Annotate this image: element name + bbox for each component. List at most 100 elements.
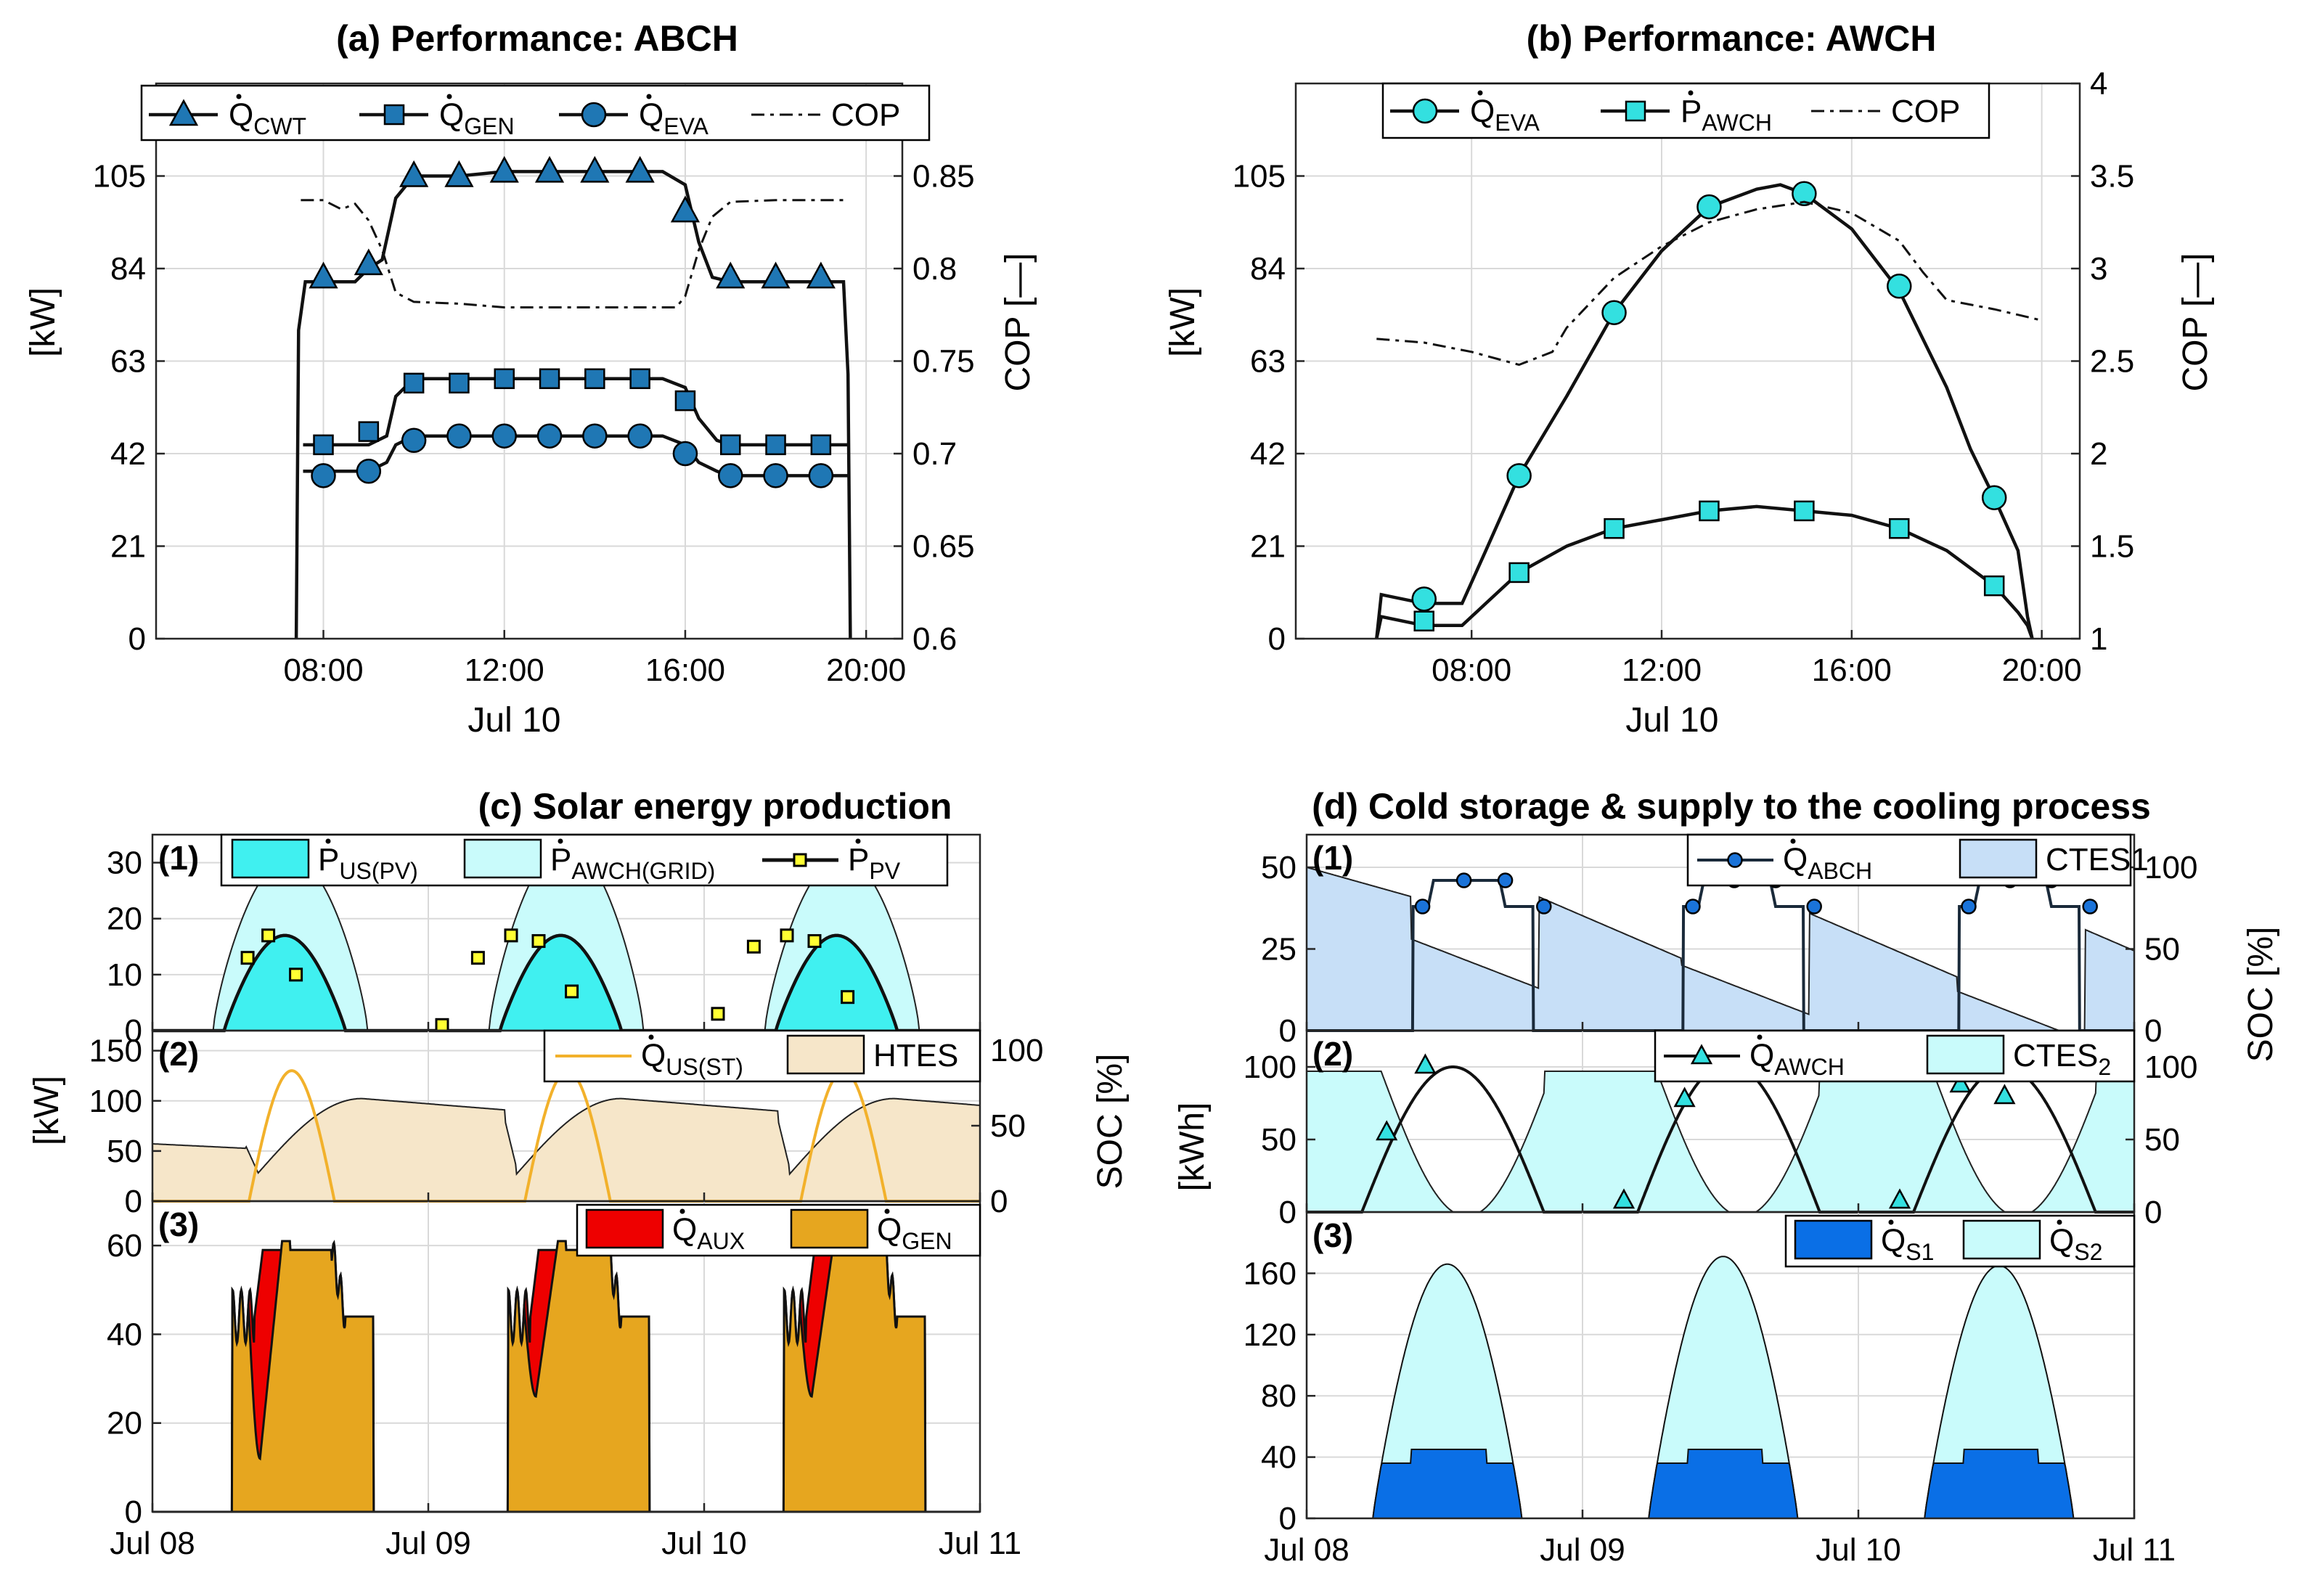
- area-P_US_PV: [152, 935, 980, 1031]
- legend-dot: [648, 1034, 654, 1040]
- series-Q_GEN: [303, 368, 849, 456]
- data-marker: [309, 261, 338, 289]
- subplot-d3: 0 40 80 120 160 Jul 08 Jul 09 Jul 10 Jul 11 (3) QS…: [1244, 1211, 2176, 1568]
- data-marker: [808, 463, 834, 488]
- data-marker: [1983, 575, 2005, 597]
- data-marker: [444, 160, 474, 187]
- legend-dot: [236, 94, 242, 99]
- panel-title-b: (b) Performance: AWCH: [1527, 18, 1937, 59]
- line-P_PV: [152, 933, 980, 1033]
- abch-marker: [1685, 899, 1701, 914]
- legend-patch: [231, 838, 310, 879]
- series-Q_CWT: [294, 155, 852, 639]
- legend-marker: [1412, 98, 1438, 124]
- legend-label: QEVA: [639, 97, 709, 139]
- legend-marker: [793, 853, 807, 867]
- y-tick-label: 105: [93, 159, 146, 195]
- data-marker: [672, 441, 698, 467]
- data-marker: [765, 434, 786, 456]
- data-marker: [1413, 610, 1434, 631]
- series-line: [1375, 183, 2034, 639]
- data-marker: [629, 368, 650, 390]
- y2-tick-label: 3.5: [2090, 159, 2134, 195]
- grid-lines: [156, 83, 902, 639]
- subplot-c2: 0 50 100 150 0 50 100 (2) QUS(ST) HTES: [89, 1029, 1043, 1219]
- legend-patch: [463, 838, 542, 879]
- y-tick-label: 60: [107, 1228, 142, 1264]
- y2-axis-label: SOC [%]: [1091, 1054, 1130, 1190]
- legend-dot: [884, 1208, 890, 1214]
- x-tick-label: 20:00: [2002, 652, 2082, 688]
- legend-a: QCWT QGEN QEVA COP: [140, 84, 931, 142]
- subplot-label: (1): [158, 839, 199, 877]
- pv-marker: [746, 939, 761, 954]
- panel-c: 0 10 20 30 (1) PUS(PV) PAWCH(GRID) PPV 0 50 100 150…: [28, 833, 1130, 1561]
- x-tick-label: Jul 09: [385, 1526, 470, 1561]
- y2-tick-label: 50: [2144, 932, 2180, 967]
- x-tick-label: 08:00: [1432, 652, 1511, 688]
- pv-marker: [565, 984, 579, 999]
- data-marker: [1696, 194, 1722, 220]
- data-marker: [674, 390, 696, 412]
- subplot-c1: 0 10 20 30 (1) PUS(PV) PAWCH(GRID) PPV: [107, 833, 981, 1049]
- data-marker: [670, 195, 701, 223]
- data-marker: [580, 155, 610, 183]
- data-marker: [717, 463, 743, 488]
- y2-tick-label: 0: [990, 1184, 1008, 1219]
- data-marker: [1981, 485, 2007, 510]
- subplot-label: (3): [1312, 1216, 1353, 1254]
- legend-label: PAWCH: [1681, 94, 1772, 136]
- awch-marker: [1673, 1086, 1696, 1108]
- legend-dot: [646, 94, 652, 99]
- data-marker: [1699, 500, 1720, 522]
- legend-label: QUS(ST): [641, 1038, 743, 1080]
- data-marker: [1508, 562, 1530, 584]
- awch-marker: [1888, 1188, 1911, 1209]
- x-axis-label: Jul 10: [1625, 701, 1718, 740]
- y-tick-label: 120: [1244, 1317, 1296, 1353]
- x-tick-label: Jul 08: [1264, 1532, 1349, 1568]
- data-marker: [358, 421, 380, 442]
- series-line: [1376, 200, 2042, 367]
- pv-marker: [240, 951, 255, 965]
- y-tick-label: 0: [125, 1013, 142, 1049]
- y2-tick-label: 2: [2090, 436, 2107, 472]
- pv-marker: [807, 934, 822, 949]
- y-tick-label: 0: [1279, 1013, 1296, 1049]
- area-CTES_2: [1306, 1071, 2135, 1213]
- y2-tick-label: 3: [2090, 251, 2107, 287]
- y2-tick-label: 1.5: [2090, 529, 2134, 565]
- y-tick-label: 84: [110, 251, 146, 287]
- y-tick-label: 0: [1268, 621, 1286, 657]
- y2-tick-label: 1: [2090, 621, 2107, 657]
- legend-dot: [679, 1208, 685, 1214]
- y2-tick-label: 2.5: [2090, 344, 2134, 380]
- legend-marker: [581, 102, 607, 128]
- y-tick-label: 21: [110, 529, 146, 565]
- legend-marker: [1727, 852, 1743, 868]
- legend-dot: [558, 838, 563, 844]
- data-marker: [625, 155, 655, 183]
- y-axis-label: [kW]: [1164, 287, 1202, 357]
- y2-tick-label: 50: [2144, 1122, 2180, 1158]
- y-tick-label: 0: [125, 1184, 142, 1219]
- y2-tick-label: 0.7: [912, 436, 957, 472]
- data-marker: [401, 427, 427, 454]
- legend-label: QABCH: [1783, 842, 1872, 884]
- abch-marker: [1414, 899, 1431, 914]
- legend-dot: [1888, 1219, 1894, 1225]
- data-marker: [1792, 181, 1817, 207]
- legend-label: HTES: [873, 1038, 958, 1073]
- panel-title-d: (d) Cold storage & supply to the cooling…: [1312, 786, 2151, 827]
- legend-dot: [1477, 90, 1483, 96]
- legend-dot: [2057, 1219, 2062, 1225]
- y2-tick-label: 0: [2144, 1195, 2162, 1230]
- y-tick-label: 40: [1261, 1440, 1296, 1476]
- legend-label: QS1: [1881, 1223, 1934, 1265]
- pv-marker: [711, 1007, 725, 1021]
- legend-marker: [168, 99, 199, 126]
- y-tick-label: 84: [1250, 251, 1286, 287]
- subplot-label: (1): [1312, 839, 1353, 877]
- pv-marker: [435, 1018, 449, 1032]
- awch-marker: [1612, 1188, 1636, 1209]
